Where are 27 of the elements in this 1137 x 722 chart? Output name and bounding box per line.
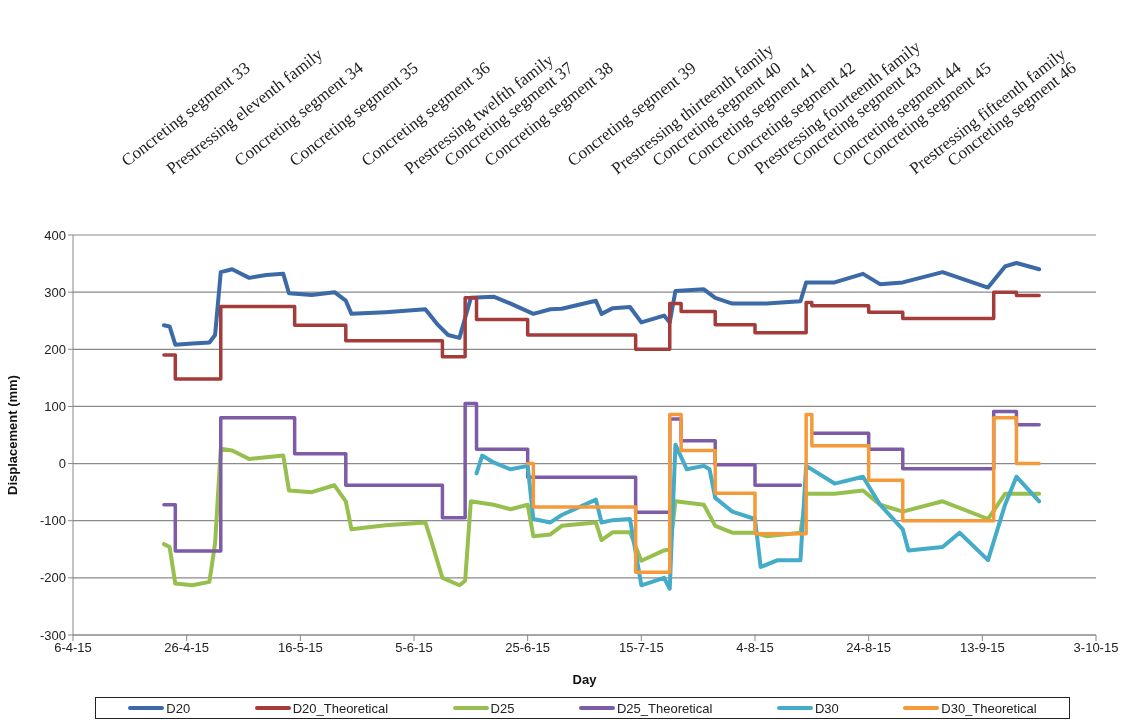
y-tick-label: -200 <box>39 570 66 586</box>
x-tick-label: 5-6-15 <box>395 640 433 656</box>
x-tick-label: 25-6-15 <box>505 640 551 656</box>
y-axis-title: Displacement (mm) <box>4 375 20 495</box>
x-tick-label: 4-8-15 <box>736 640 774 656</box>
legend-label: D30_Theoretical <box>941 700 1037 716</box>
line-series <box>161 261 1042 347</box>
legend-label: D25_Theoretical <box>616 700 713 716</box>
x-tick-label: 6-4-15 <box>54 640 92 656</box>
y-tick-label: -300 <box>39 627 66 643</box>
x-axis-title: Day <box>572 672 598 687</box>
y-tick-label: 0 <box>58 456 66 472</box>
y-tick-label: 400 <box>44 227 66 243</box>
x-tick-label: 26-4-15 <box>164 640 210 656</box>
y-tick-label: 200 <box>44 341 66 357</box>
y-tick-label: 100 <box>44 399 66 415</box>
y-tick-label: 300 <box>44 284 66 300</box>
x-tick-label: 3-10-15 <box>1073 640 1119 656</box>
y-tick-label: -100 <box>39 513 66 529</box>
legend-label: D20_Theoretical <box>292 700 389 716</box>
legend-label: D25 <box>490 700 515 716</box>
x-tick-label: 15-7-15 <box>618 640 664 656</box>
x-tick-label: 24-8-15 <box>846 640 892 656</box>
x-tick-label: 13-9-15 <box>959 640 1005 656</box>
x-tick-label: 16-5-15 <box>277 640 323 656</box>
legend-label: D20 <box>166 700 191 716</box>
legend-label: D30 <box>814 700 839 716</box>
